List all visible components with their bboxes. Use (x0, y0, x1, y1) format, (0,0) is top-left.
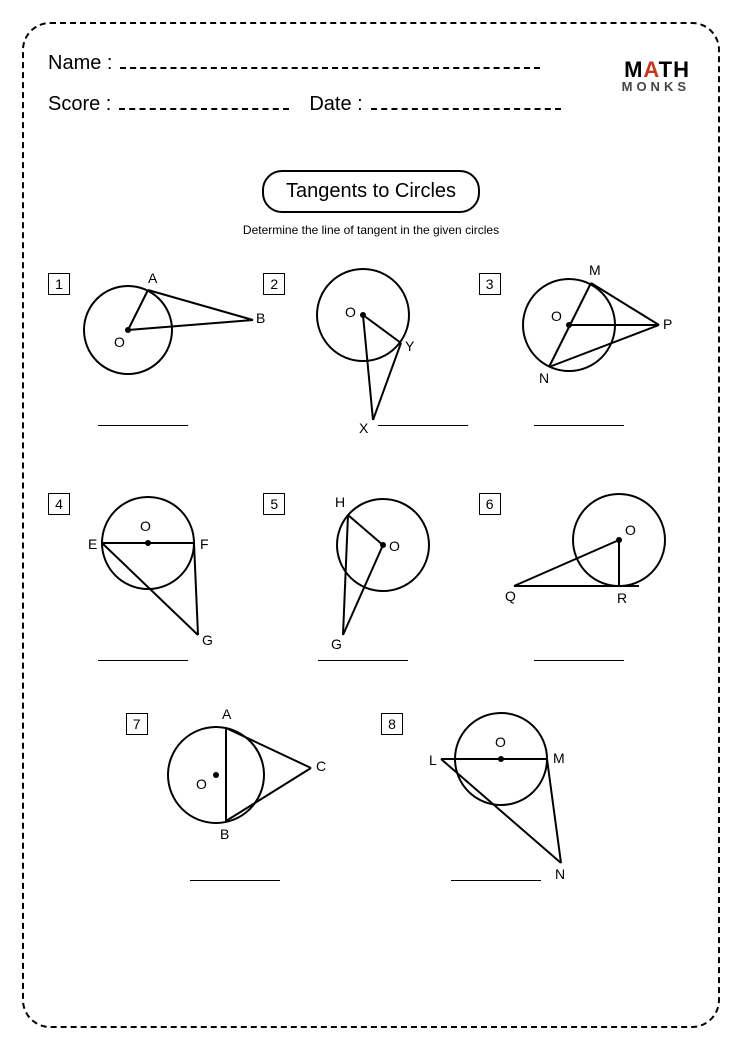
score-blank[interactable] (119, 108, 289, 110)
diagram-1: O A B (58, 255, 268, 425)
svg-text:G: G (331, 636, 342, 652)
svg-text:O: O (625, 522, 636, 538)
svg-text:G: G (202, 632, 213, 648)
date-blank[interactable] (371, 108, 561, 110)
svg-text:O: O (140, 518, 151, 534)
instruction: Determine the line of tangent in the giv… (48, 223, 694, 237)
logo: MATH MONKS (622, 60, 690, 93)
answer-blank[interactable] (98, 425, 188, 426)
svg-text:N: N (539, 370, 549, 386)
diagram-4: O E F G (58, 475, 268, 665)
header: Name : Score : Date : MATH MONKS (48, 52, 694, 142)
score-row: Score : Date : (48, 93, 694, 116)
problem-3: 3 O M N P (479, 245, 694, 465)
diagram-7: O A B C (136, 693, 366, 883)
problem-4: 4 O E F G (48, 465, 263, 685)
svg-text:O: O (345, 304, 356, 320)
problem-7: 7 O A B C (100, 685, 371, 905)
diagram-5: O H G (273, 475, 483, 665)
answer-blank[interactable] (451, 880, 541, 881)
svg-text:O: O (551, 308, 562, 324)
diagram-3: O M N P (489, 255, 699, 425)
problem-5: 5 O H G (263, 465, 478, 685)
diagram-6: O Q R (489, 475, 699, 665)
problem-grid: 1 O A B 2 O Y (48, 245, 694, 685)
answer-blank[interactable] (190, 880, 280, 881)
svg-text:P: P (663, 316, 672, 332)
logo-bottom: MONKS (622, 81, 690, 93)
svg-text:F: F (200, 536, 209, 552)
answer-blank[interactable] (318, 660, 408, 661)
name-blank[interactable] (120, 67, 540, 69)
svg-text:L: L (429, 752, 437, 768)
problem-6: 6 O Q R (479, 465, 694, 685)
svg-text:N: N (555, 866, 565, 882)
svg-text:B: B (220, 826, 229, 842)
page-title: Tangents to Circles (262, 170, 480, 213)
answer-blank[interactable] (534, 660, 624, 661)
svg-text:O: O (114, 334, 125, 350)
svg-text:O: O (495, 734, 506, 750)
title-area: Tangents to Circles Determine the line o… (48, 170, 694, 237)
svg-text:O: O (389, 538, 400, 554)
svg-text:C: C (316, 758, 326, 774)
svg-text:Q: Q (505, 588, 516, 604)
problem-row-3: 7 O A B C 8 O (100, 685, 643, 905)
answer-blank[interactable] (534, 425, 624, 426)
svg-text:M: M (589, 262, 601, 278)
svg-text:A: A (222, 706, 232, 722)
svg-text:M: M (553, 750, 565, 766)
logo-top: MATH (622, 60, 690, 81)
score-label: Score : (48, 93, 111, 116)
name-label: Name : (48, 52, 112, 75)
date-label: Date : (309, 93, 362, 116)
answer-blank[interactable] (378, 425, 468, 426)
problem-2: 2 O Y X (263, 245, 478, 465)
answer-blank[interactable] (98, 660, 188, 661)
svg-text:H: H (335, 494, 345, 510)
svg-text:A: A (148, 270, 158, 286)
name-row: Name : (48, 52, 694, 75)
diagram-8: O L M N (391, 693, 621, 893)
svg-text:R: R (617, 590, 627, 606)
svg-text:Y: Y (405, 338, 415, 354)
svg-text:O: O (196, 776, 207, 792)
problem-1: 1 O A B (48, 245, 263, 465)
svg-text:E: E (88, 536, 97, 552)
worksheet-frame: Name : Score : Date : MATH MONKS Tangent… (22, 22, 720, 1028)
svg-text:X: X (359, 420, 369, 436)
problem-8: 8 O L M N (371, 685, 642, 905)
